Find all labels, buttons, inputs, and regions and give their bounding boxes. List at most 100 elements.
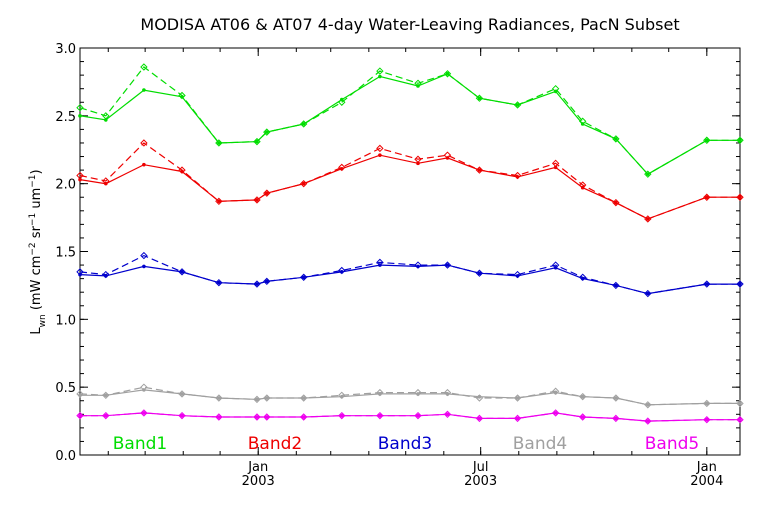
data-point bbox=[376, 388, 384, 397]
data-point bbox=[414, 411, 422, 420]
data-point bbox=[705, 195, 709, 200]
chart-title: MODISA AT06 & AT07 4-day Water-Leaving R… bbox=[140, 15, 679, 34]
data-point bbox=[414, 261, 422, 269]
data-point bbox=[475, 394, 484, 402]
series-line-band4-dashed bbox=[79, 386, 740, 406]
data-point bbox=[142, 411, 146, 415]
y-tick-label: 1.5 bbox=[55, 246, 76, 261]
data-point bbox=[338, 266, 346, 275]
y-axis-label-main: L bbox=[29, 327, 44, 335]
data-point bbox=[217, 199, 221, 204]
data-point bbox=[299, 273, 308, 281]
legend-item-band4: Band4 bbox=[513, 434, 567, 454]
data-point bbox=[217, 141, 221, 145]
data-point bbox=[338, 411, 346, 420]
data-point bbox=[612, 281, 620, 290]
data-point bbox=[102, 112, 110, 120]
data-point bbox=[736, 193, 744, 201]
data-point bbox=[140, 251, 148, 260]
data-point bbox=[376, 258, 384, 267]
data-point bbox=[414, 79, 422, 87]
data-point bbox=[178, 268, 186, 276]
data-point bbox=[612, 135, 620, 143]
data-point bbox=[738, 195, 742, 200]
data-point bbox=[140, 139, 148, 147]
data-point bbox=[76, 268, 84, 276]
data-point bbox=[376, 144, 384, 153]
data-point bbox=[142, 88, 146, 92]
legend-item-band3: Band3 bbox=[378, 434, 432, 454]
y-axis-label-exp1: −2 bbox=[28, 242, 38, 255]
data-point bbox=[475, 94, 484, 102]
data-point bbox=[178, 411, 186, 420]
data-point bbox=[475, 414, 484, 423]
data-point bbox=[263, 277, 271, 286]
x-tick-label: Jan bbox=[696, 460, 717, 475]
data-point bbox=[614, 200, 618, 205]
data-point bbox=[299, 413, 308, 421]
data-point bbox=[76, 411, 84, 420]
data-point bbox=[414, 155, 422, 163]
data-point bbox=[142, 162, 146, 167]
data-point bbox=[644, 215, 652, 223]
data-point bbox=[513, 270, 522, 279]
data-point bbox=[578, 117, 587, 125]
data-point bbox=[475, 166, 484, 174]
data-point bbox=[263, 128, 271, 136]
data-point bbox=[416, 413, 420, 418]
data-point bbox=[736, 416, 744, 424]
y-tick-label: 0.0 bbox=[55, 449, 76, 464]
data-point bbox=[703, 416, 711, 424]
data-point bbox=[217, 396, 221, 400]
series-line-band3-dashed bbox=[79, 254, 740, 295]
data-point bbox=[253, 280, 261, 288]
data-point bbox=[76, 103, 84, 112]
y-axis-label-sr: sr bbox=[29, 225, 44, 242]
x-tick-year-label: 2003 bbox=[242, 474, 275, 489]
data-point bbox=[299, 394, 308, 402]
data-point bbox=[215, 139, 223, 147]
data-point bbox=[578, 392, 587, 401]
y-axis-label-exp3: −1 bbox=[28, 174, 38, 187]
data-point bbox=[253, 413, 261, 421]
data-point bbox=[102, 177, 110, 185]
data-point bbox=[215, 394, 223, 402]
y-axis-label-exp2: −1 bbox=[28, 213, 38, 226]
y-tick-label: 0.5 bbox=[55, 381, 76, 396]
data-point bbox=[414, 388, 422, 397]
data-point bbox=[646, 419, 650, 423]
legend-item-band1: Band1 bbox=[113, 434, 167, 454]
x-tick-year-label: 2003 bbox=[464, 474, 497, 489]
data-point bbox=[551, 387, 560, 395]
data-point bbox=[102, 411, 110, 420]
data-point bbox=[378, 74, 382, 79]
y-axis-label-units: (mW cm bbox=[29, 256, 44, 315]
data-point bbox=[580, 415, 585, 419]
data-point bbox=[265, 279, 269, 284]
y-tick-label: 1.0 bbox=[55, 313, 76, 328]
data-point bbox=[178, 166, 186, 174]
data-point bbox=[551, 261, 560, 269]
data-point bbox=[703, 280, 711, 288]
data-point bbox=[376, 411, 384, 420]
data-point bbox=[217, 415, 221, 419]
x-tick-label: Jan bbox=[247, 460, 268, 475]
data-point bbox=[614, 416, 618, 421]
data-point bbox=[102, 270, 110, 279]
data-point bbox=[299, 179, 308, 188]
data-point bbox=[253, 137, 261, 146]
data-point bbox=[140, 63, 148, 71]
data-point bbox=[255, 282, 259, 286]
data-point bbox=[578, 181, 587, 189]
data-point bbox=[215, 197, 223, 206]
data-point bbox=[443, 388, 452, 397]
series-layer bbox=[76, 63, 744, 425]
data-point bbox=[443, 70, 452, 78]
data-point bbox=[263, 189, 271, 197]
data-point bbox=[513, 171, 522, 180]
y-tick-label: 3.0 bbox=[55, 42, 76, 57]
data-point bbox=[76, 390, 84, 398]
data-point bbox=[513, 394, 522, 402]
